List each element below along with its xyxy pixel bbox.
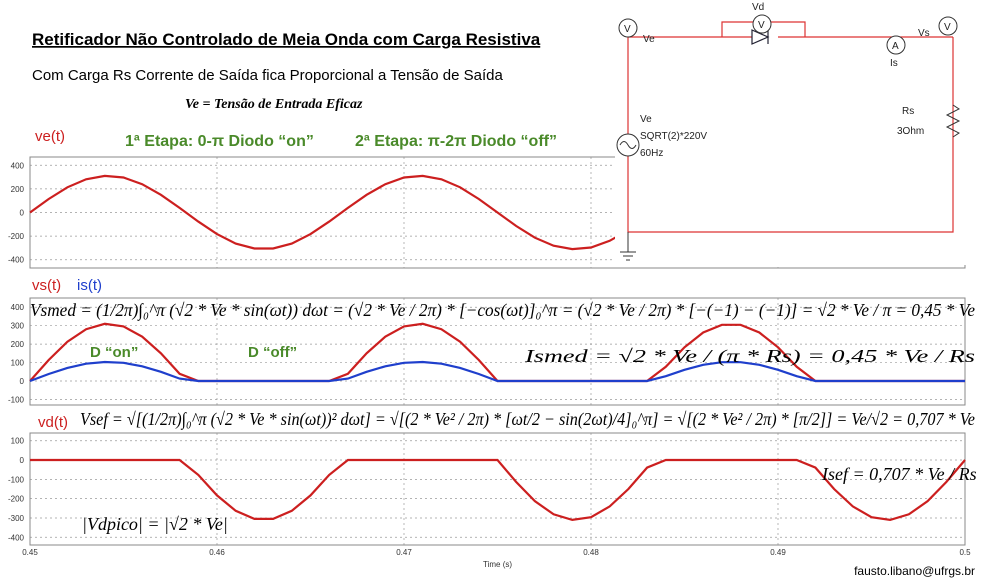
- y-tick-label: -100: [8, 395, 25, 404]
- y-tick-label: 100: [11, 359, 25, 368]
- series-line: [30, 458, 966, 522]
- ground: [620, 232, 636, 261]
- title: Retificador Não Controlado de Meia Onda …: [32, 30, 541, 49]
- plot-area: [30, 298, 965, 405]
- y-tick-label: -400: [8, 256, 25, 265]
- x-tick-label: 0.5: [959, 548, 971, 557]
- formula: |Vdpico| = |√2 * Ve|: [82, 514, 228, 534]
- y-tick-label: 100: [11, 437, 25, 446]
- series-label: is(t): [77, 277, 102, 294]
- y-tick-label: 400: [11, 303, 25, 312]
- y-tick-label: 200: [11, 185, 25, 194]
- stage2: 2ª Etapa: π-2π Diodo “off”: [355, 133, 557, 150]
- src-amp: SQRT(2)*220V: [640, 131, 707, 142]
- series-line: [29, 360, 965, 383]
- y-tick-label: -400: [8, 533, 25, 542]
- x-tick-label: 0.48: [583, 548, 599, 557]
- stage1: 1ª Etapa: 0-π Diodo “on”: [125, 133, 314, 150]
- series-label: vd(t): [38, 414, 68, 431]
- vm-label: V: [758, 20, 765, 31]
- vm-label: V: [944, 22, 951, 33]
- x-tick-label: 0.49: [770, 548, 786, 557]
- vs-node: Vs: [918, 28, 930, 39]
- series-label: vs(t): [32, 277, 61, 294]
- plot-frame: [29, 432, 966, 546]
- formula: Isef = 0,707 * Ve / Rs: [821, 464, 977, 484]
- src-freq: 60Hz: [640, 148, 663, 159]
- am-label: A: [892, 41, 899, 52]
- voltmeter: [618, 18, 638, 38]
- plot-frame: [29, 297, 966, 406]
- plot-area: [30, 433, 965, 545]
- series-label: ve(t): [35, 128, 65, 145]
- y-tick-label: -200: [8, 232, 25, 241]
- vm-label: V: [624, 24, 631, 35]
- y-tick-label: 0: [20, 377, 25, 386]
- formula: Vsef = √[(1/2π)∫₀^π (√2 * Ve * sin(ωt))²…: [80, 409, 975, 430]
- voltmeter: [752, 14, 772, 34]
- y-tick-label: 0: [20, 209, 25, 218]
- circuit: V V V A Vd Ve Vs Is Rs 3Ohm Ve SQRT(2)*2…: [615, 2, 970, 265]
- rs-label: Rs: [902, 106, 914, 117]
- y-tick-label: 0: [20, 456, 25, 465]
- vd-label: Vd: [752, 2, 764, 13]
- voltmeter: [938, 16, 958, 36]
- ammeter: [886, 35, 906, 55]
- subtitle: Com Carga Rs Corrente de Saída fica Prop…: [32, 67, 503, 84]
- x-tick-label: 0.47: [396, 548, 412, 557]
- y-tick-label: 400: [11, 161, 25, 170]
- y-tick-label: 200: [11, 340, 25, 349]
- source-symbol: [619, 141, 637, 149]
- ve-definition: Ve = Tensão de Entrada Eficaz: [185, 97, 363, 112]
- diode-off: D “off”: [248, 344, 297, 361]
- y-tick-label: -100: [8, 475, 25, 484]
- y-tick-label: -300: [8, 514, 25, 523]
- x-tick-label: 0.46: [209, 548, 225, 557]
- ve-node: Ve: [643, 34, 655, 45]
- wires: [627, 36, 954, 233]
- rs-value: 3Ohm: [897, 126, 924, 137]
- circuit-bg: [615, 5, 970, 265]
- is-label: Is: [890, 58, 898, 69]
- formula: Ismed = √2 * Ve / (π * Rs) = 0,45 * Ve /…: [524, 346, 975, 367]
- formula: Vsmed = (1/2π)∫₀^π (√2 * Ve * sin(ωt)) d…: [30, 300, 975, 321]
- x-tick-label: 0.45: [22, 548, 38, 557]
- y-tick-label: 300: [11, 322, 25, 331]
- diode-on: D “on”: [90, 344, 138, 361]
- x-axis-label: Time (s): [483, 560, 512, 569]
- resistor: [945, 104, 961, 138]
- diode: [751, 29, 770, 45]
- src-name: Ve: [640, 114, 652, 125]
- footer: fausto.libano@ufrgs.br: [854, 564, 975, 578]
- y-tick-label: -200: [8, 495, 25, 504]
